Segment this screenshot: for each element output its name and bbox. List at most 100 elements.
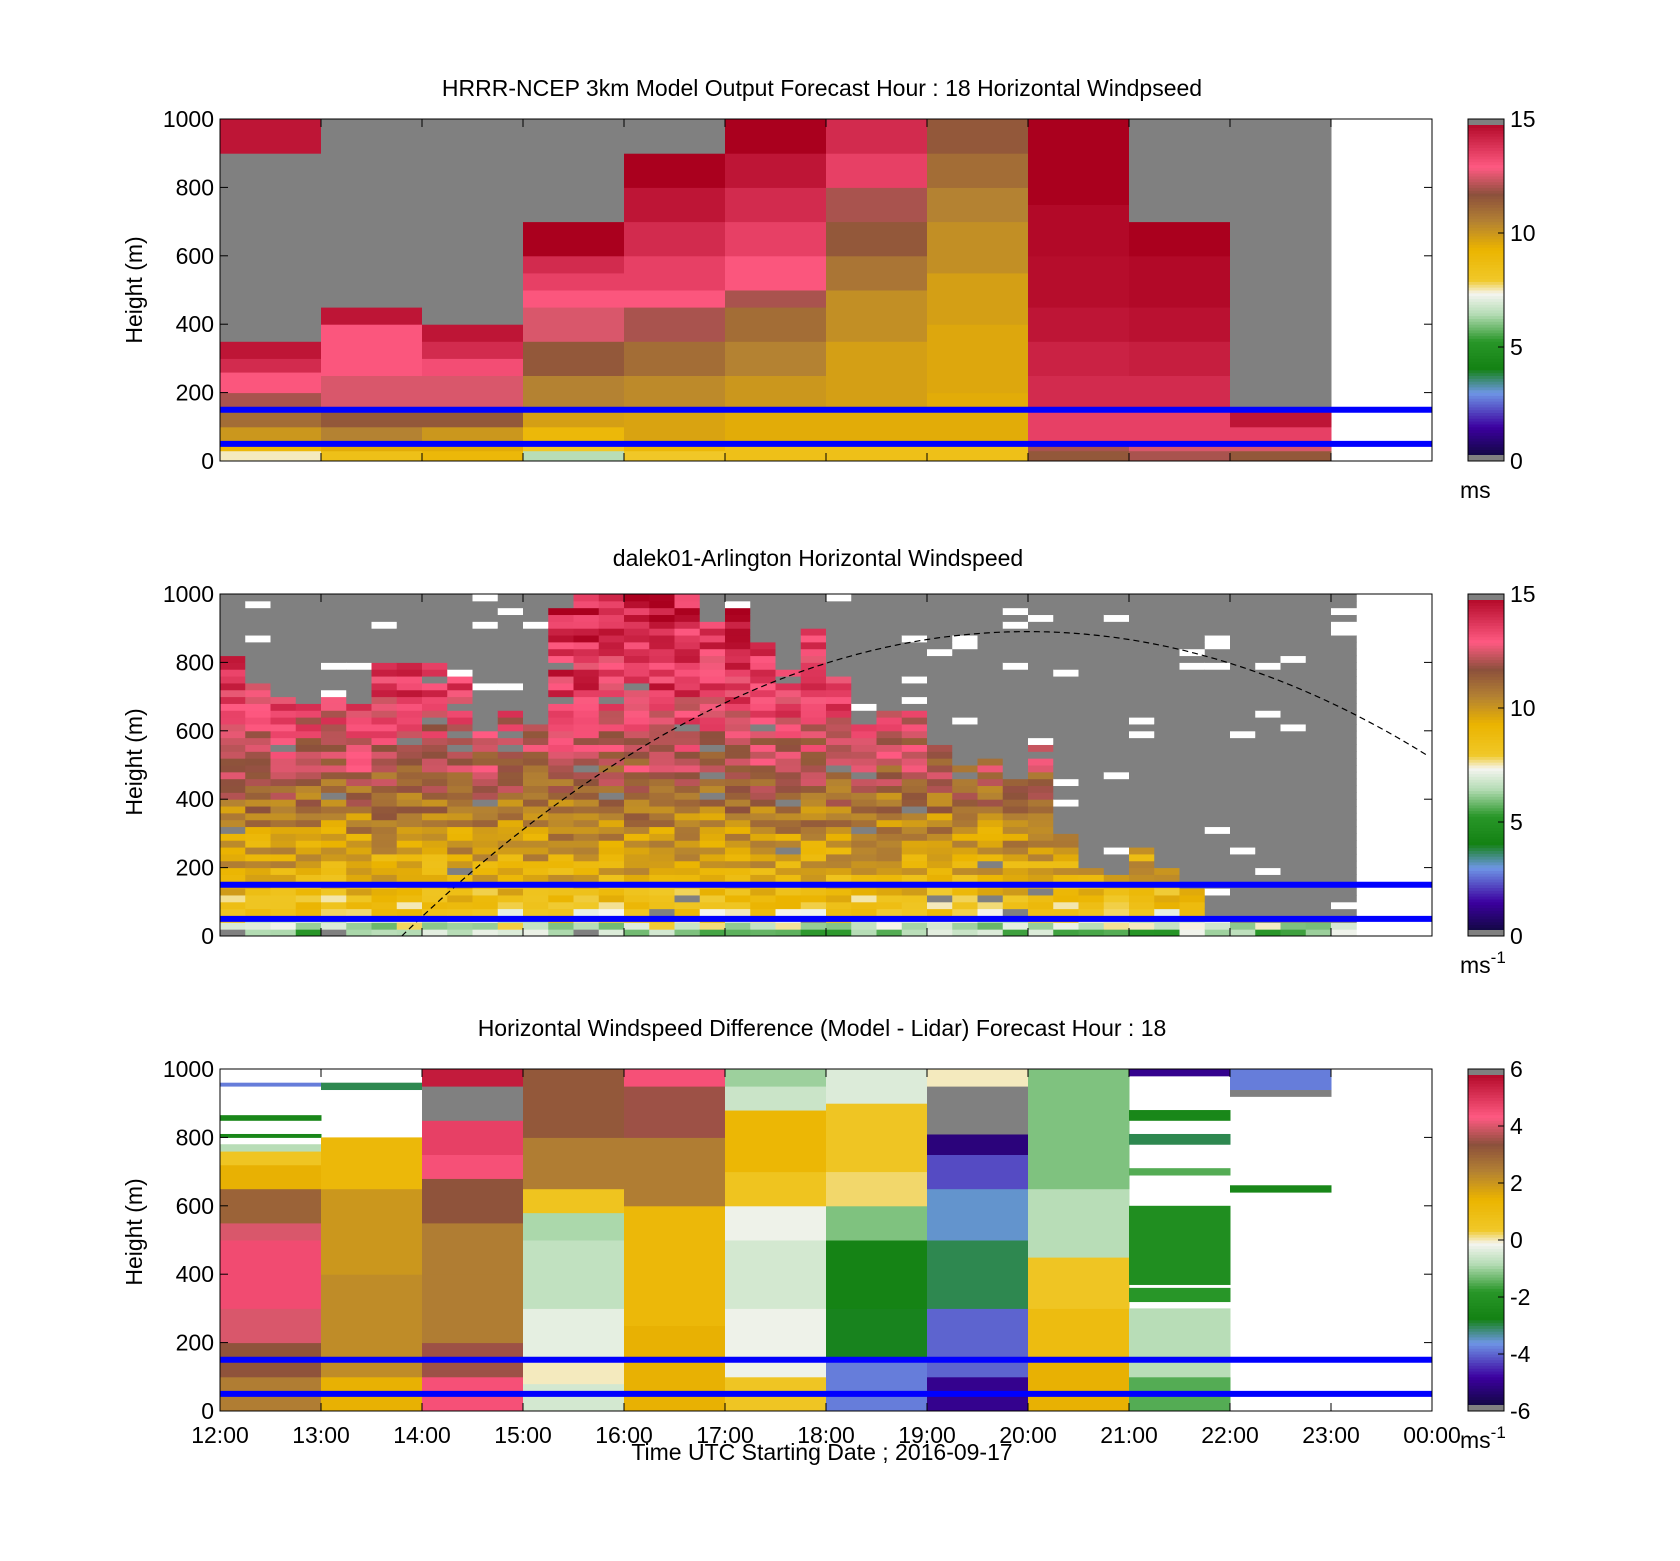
cell-14-360 bbox=[573, 806, 600, 814]
cell-6-160 bbox=[371, 874, 398, 882]
cell-19-700 bbox=[699, 689, 726, 698]
cell-5-80 bbox=[346, 901, 372, 910]
cell-8-260 bbox=[422, 840, 448, 848]
colorbar-swatch-71 bbox=[1468, 730, 1504, 735]
colorbar-swatch-21 bbox=[1468, 1348, 1504, 1352]
cell-4-1 bbox=[624, 1205, 726, 1326]
cell-10-660 bbox=[472, 703, 499, 711]
cell-25-760 bbox=[851, 669, 877, 677]
cell-8-800 bbox=[422, 655, 448, 663]
cell-5-3 bbox=[725, 1205, 827, 1241]
cell-26-840 bbox=[876, 641, 903, 650]
cell-14-0 bbox=[573, 929, 600, 937]
cell-21-820 bbox=[750, 648, 776, 657]
cell-40-320 bbox=[1230, 819, 1256, 828]
cell-44-780 bbox=[1331, 662, 1357, 670]
cell-10-560 bbox=[472, 737, 499, 745]
cell-36-820 bbox=[1129, 648, 1155, 657]
cell-40-180 bbox=[1230, 867, 1256, 875]
cell-41-400 bbox=[1255, 792, 1281, 800]
cell-29-740 bbox=[952, 676, 978, 684]
colorbar-swatch-111 bbox=[1468, 141, 1504, 146]
cell-22-20 bbox=[775, 922, 802, 930]
cell-21-520 bbox=[750, 751, 776, 759]
cell-2-940 bbox=[270, 607, 297, 616]
cell-14-740 bbox=[573, 676, 600, 684]
cell-22-120 bbox=[775, 888, 802, 896]
cell-31-220 bbox=[1002, 853, 1029, 862]
cell-27-600 bbox=[901, 723, 928, 732]
xtick-label-5: 17:00 bbox=[696, 1422, 754, 1448]
cell-37-640 bbox=[1154, 710, 1180, 718]
ytick-label-1000: 1000 bbox=[163, 581, 214, 607]
cell-31-460 bbox=[1002, 771, 1029, 780]
cell-15-620 bbox=[598, 717, 625, 725]
cell-7-640 bbox=[396, 710, 423, 718]
cell-20-160 bbox=[725, 874, 751, 882]
cell-16-580 bbox=[624, 730, 650, 739]
cell-3-620 bbox=[295, 717, 322, 725]
colorbar-swatch-13 bbox=[1468, 896, 1504, 900]
cell-1-400 bbox=[245, 792, 271, 800]
cell-0-320 bbox=[220, 819, 246, 828]
cell-9-100 bbox=[447, 894, 473, 903]
cell-13-920 bbox=[548, 614, 574, 622]
cell-22-840 bbox=[775, 641, 802, 650]
cell-40-420 bbox=[1230, 785, 1256, 793]
cell-42-840 bbox=[1280, 641, 1307, 650]
colorbar-swatch-97 bbox=[1468, 656, 1504, 661]
cell-40-0 bbox=[1230, 929, 1256, 937]
cell-7-500 bbox=[396, 758, 423, 766]
cell-17-400 bbox=[649, 792, 675, 800]
colorbar-swatch-77 bbox=[1468, 238, 1504, 243]
cell-13-380 bbox=[548, 799, 574, 807]
cell-33-640 bbox=[1053, 710, 1079, 718]
cell-30-460 bbox=[977, 771, 1004, 780]
cell-34-940 bbox=[1078, 607, 1105, 616]
cell-1-2 bbox=[321, 426, 423, 441]
cell-4-680 bbox=[321, 696, 347, 704]
cell-12-600 bbox=[523, 723, 549, 732]
cell-22-300 bbox=[775, 826, 802, 834]
cell-3-5 bbox=[523, 1188, 625, 1214]
cell-36-300 bbox=[1129, 826, 1155, 834]
cell-5-380 bbox=[346, 799, 372, 807]
cell-16-300 bbox=[624, 826, 650, 834]
cell-15-820 bbox=[598, 648, 625, 657]
cell-9-420 bbox=[447, 785, 473, 793]
cell-1-300 bbox=[245, 826, 271, 834]
cell-15-80 bbox=[598, 901, 625, 910]
cell-29-120 bbox=[952, 888, 978, 896]
colorbar-swatch-63 bbox=[1468, 1228, 1504, 1232]
cell-12-860 bbox=[523, 635, 549, 643]
cell-27-20 bbox=[901, 922, 928, 930]
cell-31-520 bbox=[1002, 751, 1029, 759]
cell-1-80 bbox=[245, 901, 271, 910]
cell-13-340 bbox=[548, 812, 574, 821]
cell-36-240 bbox=[1129, 847, 1155, 855]
cell-4-620 bbox=[321, 717, 347, 725]
cell-34-300 bbox=[1078, 826, 1105, 834]
cell-23-440 bbox=[800, 778, 827, 787]
cell-38-660 bbox=[1179, 703, 1206, 711]
cell-6-840 bbox=[371, 641, 398, 650]
cell-11-440 bbox=[497, 778, 524, 787]
cell-42-400 bbox=[1280, 792, 1307, 800]
cell-34-80 bbox=[1078, 901, 1105, 910]
cell-23-600 bbox=[800, 723, 827, 732]
cell-15-420 bbox=[598, 785, 625, 793]
cell-28-520 bbox=[927, 751, 953, 759]
cell-5-660 bbox=[346, 703, 372, 711]
gap-41-640 bbox=[1255, 710, 1281, 718]
cell-42-240 bbox=[1280, 847, 1307, 855]
cell-5-1 bbox=[725, 409, 827, 445]
cell-4-60 bbox=[321, 908, 347, 916]
colorbar-swatch-106 bbox=[1468, 156, 1504, 160]
cell-0-920 bbox=[220, 614, 246, 622]
cell-17-840 bbox=[649, 641, 675, 650]
cell-10-640 bbox=[472, 710, 499, 718]
cell-20-900 bbox=[725, 621, 751, 629]
colorbar-swatch-58 bbox=[1468, 767, 1504, 772]
colorbar-swatch-90 bbox=[1468, 676, 1504, 680]
